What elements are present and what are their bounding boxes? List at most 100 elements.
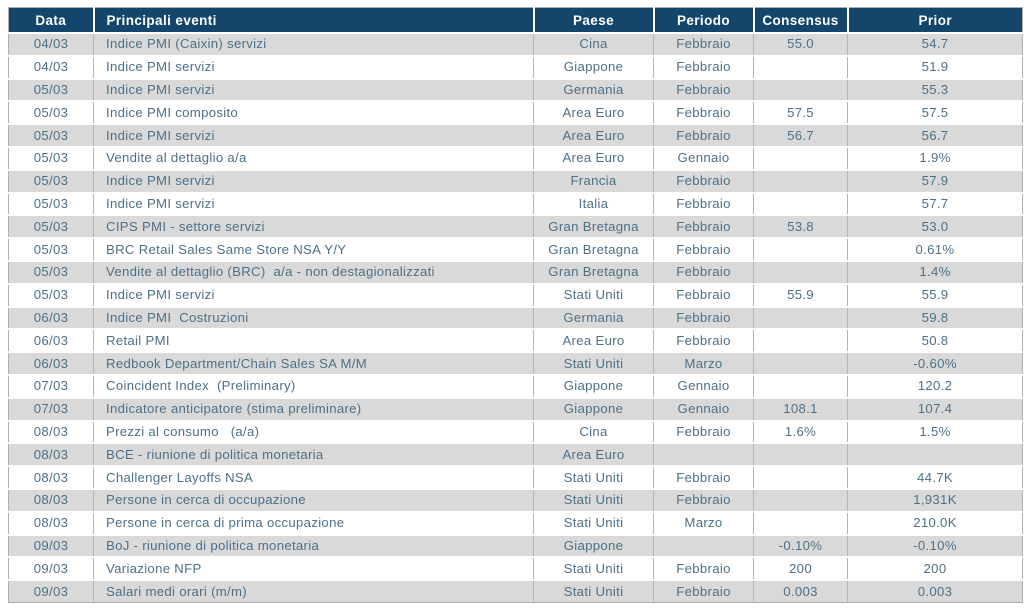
table-cell-period: Febbraio <box>653 580 754 603</box>
table-cell-period: Febbraio <box>653 238 754 262</box>
table-cell-data: 05/03 <box>8 283 94 308</box>
table-cell-event: BRC Retail Sales Same Store NSA Y/Y <box>93 238 534 262</box>
table-cell-country: Stati Uniti <box>533 511 654 536</box>
header-cell-event: Principali eventi <box>93 7 535 34</box>
table-cell-data: 05/03 <box>8 78 94 103</box>
table-cell-period: Febbraio <box>653 192 754 217</box>
table-cell-data: 08/03 <box>8 466 94 490</box>
table-cell-event: Indice PMI servizi <box>93 55 534 80</box>
table-cell-prior: 1,931K <box>847 488 1023 513</box>
economic-events-table-container: Data Principali eventi Paese Periodo Consens… <box>8 7 1023 603</box>
table-cell-prior: 1.5% <box>847 420 1023 445</box>
table-cell-consensus <box>753 488 848 513</box>
header-cell-period: Periodo <box>653 7 755 34</box>
table-cell-period: Febbraio <box>653 466 754 490</box>
table-row: 08/03 Prezzi al consumo (a/a) Cina Febbraio… <box>8 420 1023 445</box>
table-cell-event: Salari medi orari (m/m) <box>93 580 534 603</box>
table-cell-event: CIPS PMI - settore servizi <box>93 215 534 240</box>
table-cell-consensus: 55.0 <box>753 33 848 57</box>
table-cell-period: Febbraio <box>653 260 754 285</box>
economic-events-table: Data Principali eventi Paese Periodo Consens… <box>8 7 1023 603</box>
table-cell-event: Coincident Index (Preliminary) <box>93 374 534 399</box>
table-cell-prior: 57.9 <box>847 169 1023 194</box>
table-row: 05/03 Vendite al dettaglio a/a Area Euro Ge… <box>8 146 1023 171</box>
table-cell-event: Variazione NFP <box>93 557 534 582</box>
table-cell-prior: 54.7 <box>847 33 1023 57</box>
table-cell-country: Area Euro <box>533 101 654 126</box>
table-cell-data: 09/03 <box>8 580 94 603</box>
table-cell-event: Persone in cerca di prima occupazione <box>93 511 534 536</box>
table-cell-event: Indice PMI Costruzioni <box>93 306 534 331</box>
table-cell-consensus <box>753 329 848 354</box>
table-row: 04/03 Indice PMI servizi Giappone Febbraio 5… <box>8 55 1023 80</box>
table-cell-data: 06/03 <box>8 352 94 376</box>
table-cell-consensus: 108.1 <box>753 397 848 422</box>
table-row: 05/03 Indice PMI servizi Francia Febbraio 57… <box>8 169 1023 194</box>
table-cell-consensus <box>753 260 848 285</box>
table-cell-prior: 59.8 <box>847 306 1023 331</box>
header-cell-consensus: Consensus <box>753 7 849 34</box>
table-cell-event: Vendite al dettaglio a/a <box>93 146 534 171</box>
table-row: 05/03 Indice PMI servizi Stati Uniti Febbra… <box>8 283 1023 308</box>
table-cell-event: Vendite al dettaglio (BRC) a/a - non des… <box>93 260 534 285</box>
table-cell-country: Area Euro <box>533 443 654 468</box>
table-cell-consensus <box>753 374 848 399</box>
table-row: 09/03 Salari medi orari (m/m) Stati Uniti F… <box>8 580 1023 603</box>
table-cell-data: 05/03 <box>8 169 94 194</box>
table-cell-period <box>653 443 754 468</box>
table-cell-prior: 55.3 <box>847 78 1023 103</box>
table-cell-event: Prezzi al consumo (a/a) <box>93 420 534 445</box>
table-cell-consensus: -0.10% <box>753 534 848 559</box>
table-row: 06/03 Redbook Department/Chain Sales SA M… <box>8 352 1023 376</box>
table-cell-prior: 51.9 <box>847 55 1023 80</box>
table-cell-country: Stati Uniti <box>533 352 654 376</box>
table-cell-country: Giappone <box>533 55 654 80</box>
table-row: 05/03 Indice PMI servizi Italia Febbraio 57.… <box>8 192 1023 217</box>
table-row: 05/03 Indice PMI composito Area Euro Febbra… <box>8 101 1023 126</box>
table-row: 06/03 Retail PMI Area Euro Febbraio 50.8 <box>8 329 1023 354</box>
table-cell-data: 05/03 <box>8 215 94 240</box>
table-cell-data: 05/03 <box>8 124 94 148</box>
table-cell-data: 08/03 <box>8 511 94 536</box>
table-cell-country: Germania <box>533 78 654 103</box>
table-cell-data: 05/03 <box>8 260 94 285</box>
table-cell-period <box>653 534 754 559</box>
table-cell-prior: 200 <box>847 557 1023 582</box>
table-cell-data: 04/03 <box>8 33 94 57</box>
table-row: 05/03 Vendite al dettaglio (BRC) a/a - no… <box>8 260 1023 285</box>
table-cell-event: Indice PMI servizi <box>93 124 534 148</box>
table-header-row: Data Principali eventi Paese Periodo Consens… <box>8 7 1023 34</box>
table-row: 07/03 Coincident Index (Preliminary) Giapp… <box>8 374 1023 399</box>
table-cell-prior: 57.5 <box>847 101 1023 126</box>
table-cell-event: Indice PMI (Caixin) servizi <box>93 33 534 57</box>
table-cell-country: Gran Bretagna <box>533 260 654 285</box>
table-cell-data: 08/03 <box>8 488 94 513</box>
table-cell-country: Giappone <box>533 374 654 399</box>
table-cell-country: Giappone <box>533 397 654 422</box>
header-cell-prior: Prior <box>847 7 1023 34</box>
table-cell-event: Indice PMI servizi <box>93 192 534 217</box>
table-cell-event: Indice PMI composito <box>93 101 534 126</box>
table-cell-period: Febbraio <box>653 169 754 194</box>
table-cell-prior: 44.7K <box>847 466 1023 490</box>
table-cell-consensus <box>753 55 848 80</box>
table-cell-prior: 0.003 <box>847 580 1023 603</box>
table-cell-consensus: 53.8 <box>753 215 848 240</box>
table-cell-country: Stati Uniti <box>533 580 654 603</box>
table-row: 04/03 Indice PMI (Caixin) servizi Cina Febb… <box>8 33 1023 57</box>
table-cell-consensus: 0.003 <box>753 580 848 603</box>
table-cell-data: 09/03 <box>8 557 94 582</box>
table-cell-consensus: 57.5 <box>753 101 848 126</box>
table-cell-period: Febbraio <box>653 124 754 148</box>
table-cell-period: Gennaio <box>653 397 754 422</box>
table-row: 05/03 CIPS PMI - settore servizi Gran Bret… <box>8 215 1023 240</box>
table-cell-data: 05/03 <box>8 146 94 171</box>
table-cell-country: Italia <box>533 192 654 217</box>
table-cell-period: Febbraio <box>653 329 754 354</box>
table-cell-consensus <box>753 78 848 103</box>
table-cell-consensus <box>753 466 848 490</box>
table-row: 09/03 BoJ - riunione di politica monetari… <box>8 534 1023 559</box>
table-cell-consensus: 200 <box>753 557 848 582</box>
table-cell-event: Persone in cerca di occupazione <box>93 488 534 513</box>
table-cell-prior: 120.2 <box>847 374 1023 399</box>
